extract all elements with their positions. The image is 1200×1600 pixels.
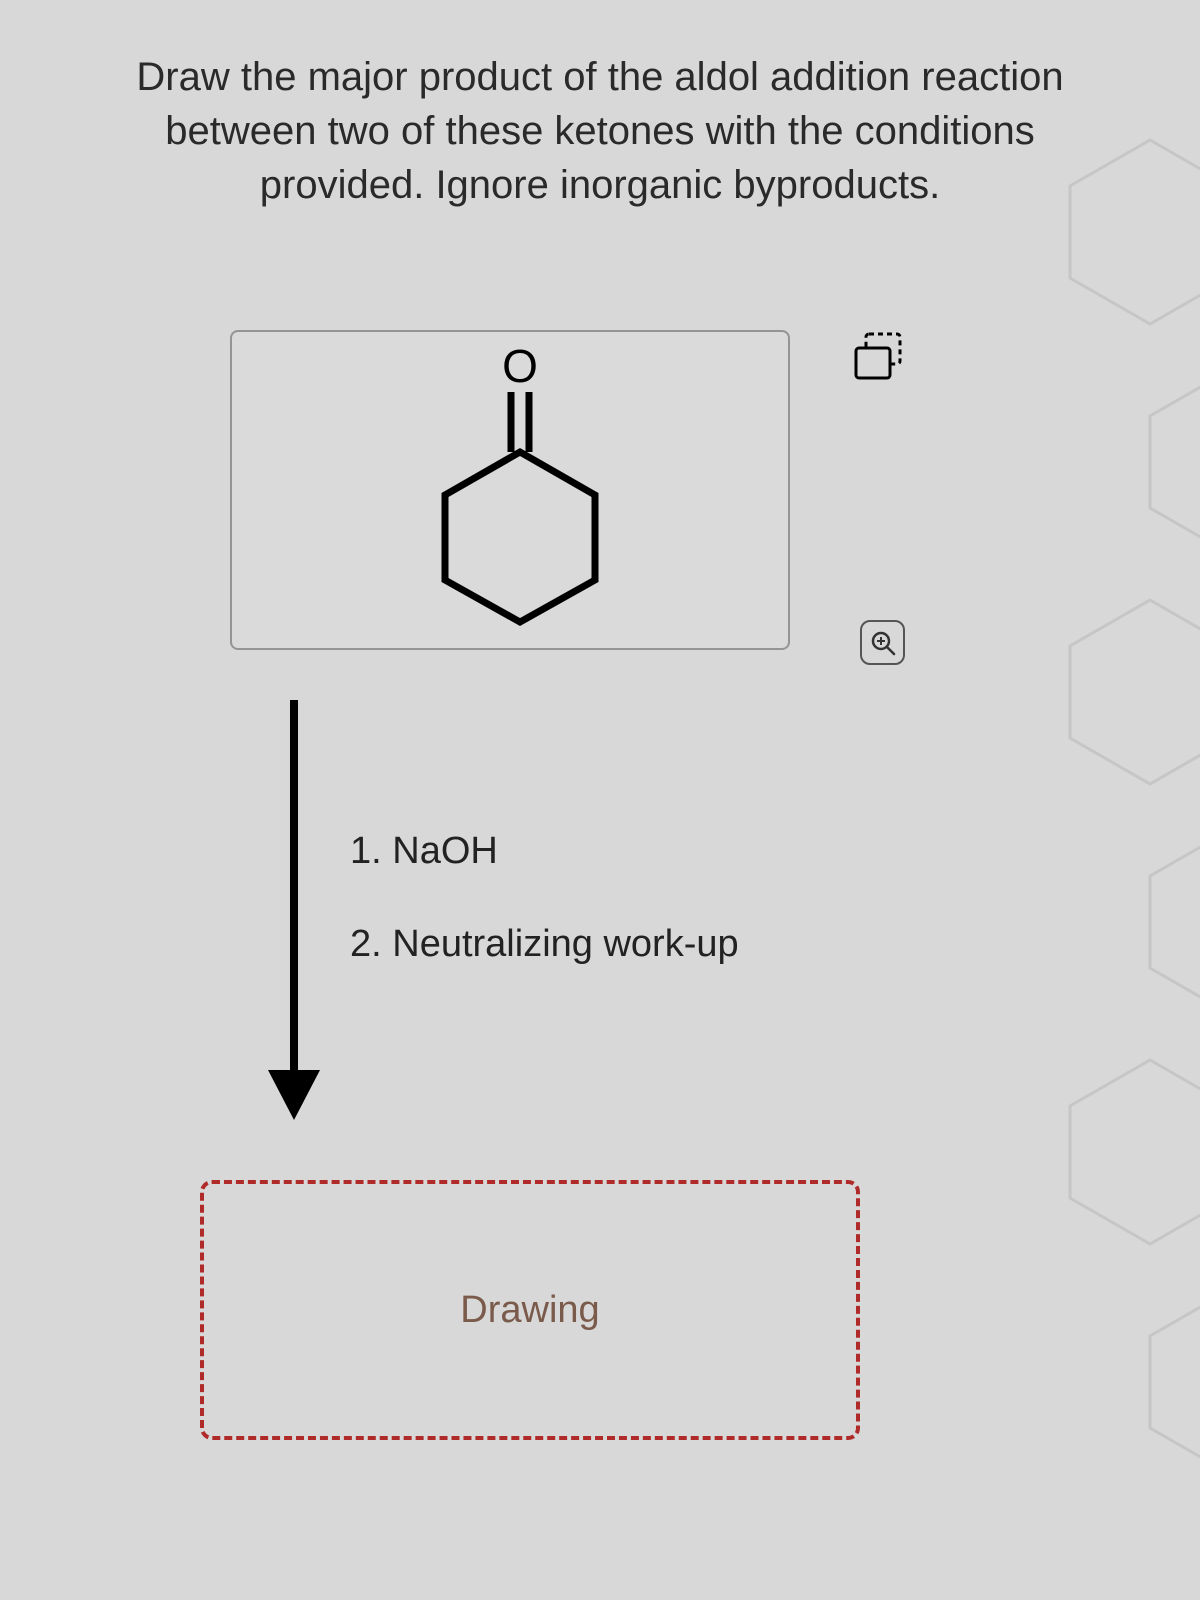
reactant-structure-box[interactable]: O — [230, 330, 790, 650]
zoom-button[interactable] — [860, 620, 905, 665]
reaction-arrow-group: 1. NaOH 2. Neutralizing work-up — [250, 700, 850, 1120]
copy-front-icon[interactable] — [850, 330, 910, 385]
cyclohexanone-structure: O — [232, 332, 792, 652]
zoom-icon — [870, 630, 896, 656]
question-page: Draw the major product of the aldol addi… — [0, 0, 1200, 1600]
condition-step-1: 1. NaOH — [350, 830, 498, 873]
reaction-arrow-shaft — [290, 700, 298, 1080]
reaction-arrow-head — [268, 1070, 320, 1120]
oxygen-label: O — [502, 340, 538, 392]
hex-pattern-decor — [1040, 120, 1200, 1520]
question-prompt: Draw the major product of the aldol addi… — [90, 50, 1110, 212]
condition-step-2: 2. Neutralizing work-up — [350, 920, 770, 969]
product-drawing-box[interactable]: Drawing — [200, 1180, 860, 1440]
product-placeholder-label: Drawing — [460, 1289, 599, 1332]
